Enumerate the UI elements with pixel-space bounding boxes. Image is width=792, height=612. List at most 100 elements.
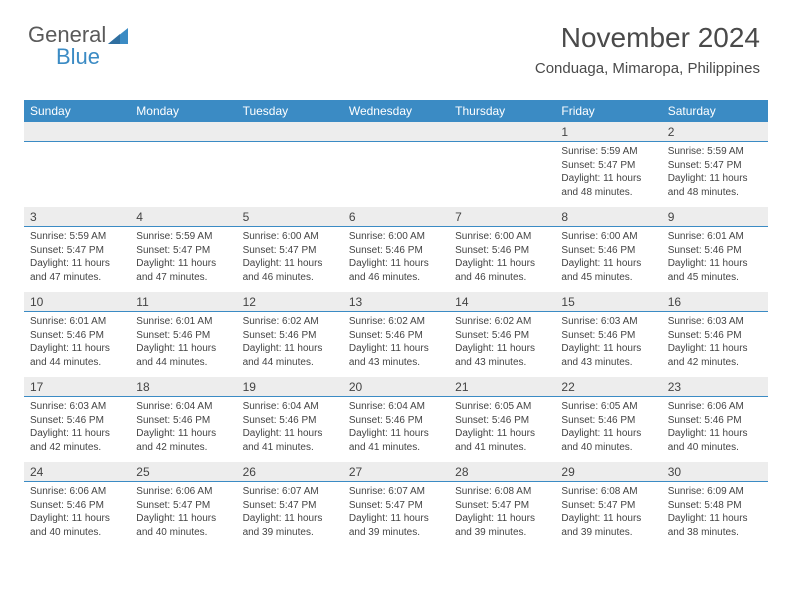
calendar-grid: SundayMondayTuesdayWednesdayThursdayFrid… xyxy=(24,100,768,547)
day-info-line: Sunrise: 6:03 AM xyxy=(30,400,124,414)
day-info-line: Sunrise: 5:59 AM xyxy=(136,230,230,244)
day-cell: Sunrise: 5:59 AMSunset: 5:47 PMDaylight:… xyxy=(130,227,236,292)
day-cell: Sunrise: 6:01 AMSunset: 5:46 PMDaylight:… xyxy=(24,312,130,377)
day-info-line: Daylight: 11 hours xyxy=(30,427,124,441)
day-info-line: and 40 minutes. xyxy=(30,526,124,540)
day-info-line: Sunset: 5:47 PM xyxy=(455,499,549,513)
day-cell: Sunrise: 6:09 AMSunset: 5:48 PMDaylight:… xyxy=(662,482,768,547)
day-cell xyxy=(343,142,449,207)
day-info-line: Sunset: 5:46 PM xyxy=(349,414,443,428)
day-info-line: Sunset: 5:46 PM xyxy=(561,329,655,343)
title-location: Conduaga, Mimaropa, Philippines xyxy=(535,60,760,77)
day-cell: Sunrise: 6:06 AMSunset: 5:46 PMDaylight:… xyxy=(662,397,768,462)
day-info-line: Sunrise: 6:05 AM xyxy=(561,400,655,414)
day-info-line: Sunset: 5:47 PM xyxy=(243,244,337,258)
day-info-line: Daylight: 11 hours xyxy=(30,512,124,526)
title-month: November 2024 xyxy=(535,22,760,54)
day-info-line: and 39 minutes. xyxy=(561,526,655,540)
day-number: 21 xyxy=(449,377,555,397)
day-info-line: Sunrise: 6:00 AM xyxy=(243,230,337,244)
day-cell: Sunrise: 6:06 AMSunset: 5:47 PMDaylight:… xyxy=(130,482,236,547)
day-cell: Sunrise: 6:05 AMSunset: 5:46 PMDaylight:… xyxy=(449,397,555,462)
day-cell: Sunrise: 6:08 AMSunset: 5:47 PMDaylight:… xyxy=(555,482,661,547)
day-cell: Sunrise: 6:02 AMSunset: 5:46 PMDaylight:… xyxy=(237,312,343,377)
day-cell xyxy=(24,142,130,207)
day-cell: Sunrise: 6:07 AMSunset: 5:47 PMDaylight:… xyxy=(343,482,449,547)
weekday-header: Saturday xyxy=(662,100,768,122)
day-info-line: and 46 minutes. xyxy=(349,271,443,285)
day-number: 9 xyxy=(662,207,768,227)
day-info-line: Sunrise: 6:07 AM xyxy=(243,485,337,499)
day-info-line: and 47 minutes. xyxy=(136,271,230,285)
day-info-line: Sunset: 5:47 PM xyxy=(561,159,655,173)
day-number: 11 xyxy=(130,292,236,312)
day-info-line: and 48 minutes. xyxy=(668,186,762,200)
day-info-line: Daylight: 11 hours xyxy=(30,257,124,271)
day-number: 22 xyxy=(555,377,661,397)
day-number: 8 xyxy=(555,207,661,227)
day-info-line: Daylight: 11 hours xyxy=(136,342,230,356)
day-info-line: Daylight: 11 hours xyxy=(455,512,549,526)
day-info-line: Sunrise: 6:01 AM xyxy=(30,315,124,329)
day-info-line: Daylight: 11 hours xyxy=(668,342,762,356)
day-number: 13 xyxy=(343,292,449,312)
day-info-line: Sunset: 5:47 PM xyxy=(136,244,230,258)
day-info-line: Sunset: 5:46 PM xyxy=(136,329,230,343)
day-info-line: Sunset: 5:46 PM xyxy=(349,329,443,343)
day-info-line: and 39 minutes. xyxy=(455,526,549,540)
day-number: 2 xyxy=(662,122,768,142)
day-number: 15 xyxy=(555,292,661,312)
day-info-line: Sunrise: 6:06 AM xyxy=(30,485,124,499)
day-info-line: Sunrise: 6:08 AM xyxy=(455,485,549,499)
day-info-line: Sunset: 5:47 PM xyxy=(243,499,337,513)
day-number: 18 xyxy=(130,377,236,397)
day-info-line: Daylight: 11 hours xyxy=(349,512,443,526)
day-cell xyxy=(449,142,555,207)
day-info-line: Sunset: 5:47 PM xyxy=(349,499,443,513)
day-number: 16 xyxy=(662,292,768,312)
day-info-line: Sunset: 5:46 PM xyxy=(455,414,549,428)
day-info-line: and 42 minutes. xyxy=(136,441,230,455)
day-info-line: Daylight: 11 hours xyxy=(136,512,230,526)
day-info-line: Sunrise: 5:59 AM xyxy=(30,230,124,244)
day-number: 1 xyxy=(555,122,661,142)
day-info-line: Sunset: 5:46 PM xyxy=(349,244,443,258)
day-info-line: Sunrise: 6:01 AM xyxy=(136,315,230,329)
day-info-line: and 42 minutes. xyxy=(30,441,124,455)
day-cell: Sunrise: 6:04 AMSunset: 5:46 PMDaylight:… xyxy=(130,397,236,462)
day-number: 12 xyxy=(237,292,343,312)
day-info-line: Sunrise: 5:59 AM xyxy=(561,145,655,159)
day-info-line: Daylight: 11 hours xyxy=(136,427,230,441)
day-cell: Sunrise: 6:00 AMSunset: 5:47 PMDaylight:… xyxy=(237,227,343,292)
day-info-line: and 39 minutes. xyxy=(349,526,443,540)
day-number xyxy=(130,122,236,142)
day-info-line: Sunrise: 6:09 AM xyxy=(668,485,762,499)
day-info-line: Sunset: 5:46 PM xyxy=(561,244,655,258)
weekday-header: Tuesday xyxy=(237,100,343,122)
day-info-line: Daylight: 11 hours xyxy=(455,257,549,271)
day-number: 14 xyxy=(449,292,555,312)
day-number: 25 xyxy=(130,462,236,482)
day-info-line: and 40 minutes. xyxy=(136,526,230,540)
day-info-line: and 45 minutes. xyxy=(668,271,762,285)
day-info-line: Sunset: 5:46 PM xyxy=(30,414,124,428)
day-number: 30 xyxy=(662,462,768,482)
day-cell: Sunrise: 6:01 AMSunset: 5:46 PMDaylight:… xyxy=(130,312,236,377)
day-info-line: Daylight: 11 hours xyxy=(243,427,337,441)
day-info-line: and 43 minutes. xyxy=(349,356,443,370)
day-cell: Sunrise: 6:03 AMSunset: 5:46 PMDaylight:… xyxy=(24,397,130,462)
day-info-line: and 38 minutes. xyxy=(668,526,762,540)
day-info-line: Daylight: 11 hours xyxy=(243,342,337,356)
day-info-line: and 42 minutes. xyxy=(668,356,762,370)
day-number: 6 xyxy=(343,207,449,227)
day-number: 4 xyxy=(130,207,236,227)
day-info-line: Sunrise: 6:00 AM xyxy=(561,230,655,244)
day-cell: Sunrise: 6:00 AMSunset: 5:46 PMDaylight:… xyxy=(343,227,449,292)
day-info-line: Sunset: 5:47 PM xyxy=(136,499,230,513)
day-cell: Sunrise: 6:07 AMSunset: 5:47 PMDaylight:… xyxy=(237,482,343,547)
day-info-line: and 47 minutes. xyxy=(30,271,124,285)
day-info-line: Sunrise: 6:04 AM xyxy=(136,400,230,414)
day-info-line: Sunrise: 6:00 AM xyxy=(455,230,549,244)
day-cell: Sunrise: 5:59 AMSunset: 5:47 PMDaylight:… xyxy=(555,142,661,207)
day-info-line: Sunrise: 6:02 AM xyxy=(349,315,443,329)
